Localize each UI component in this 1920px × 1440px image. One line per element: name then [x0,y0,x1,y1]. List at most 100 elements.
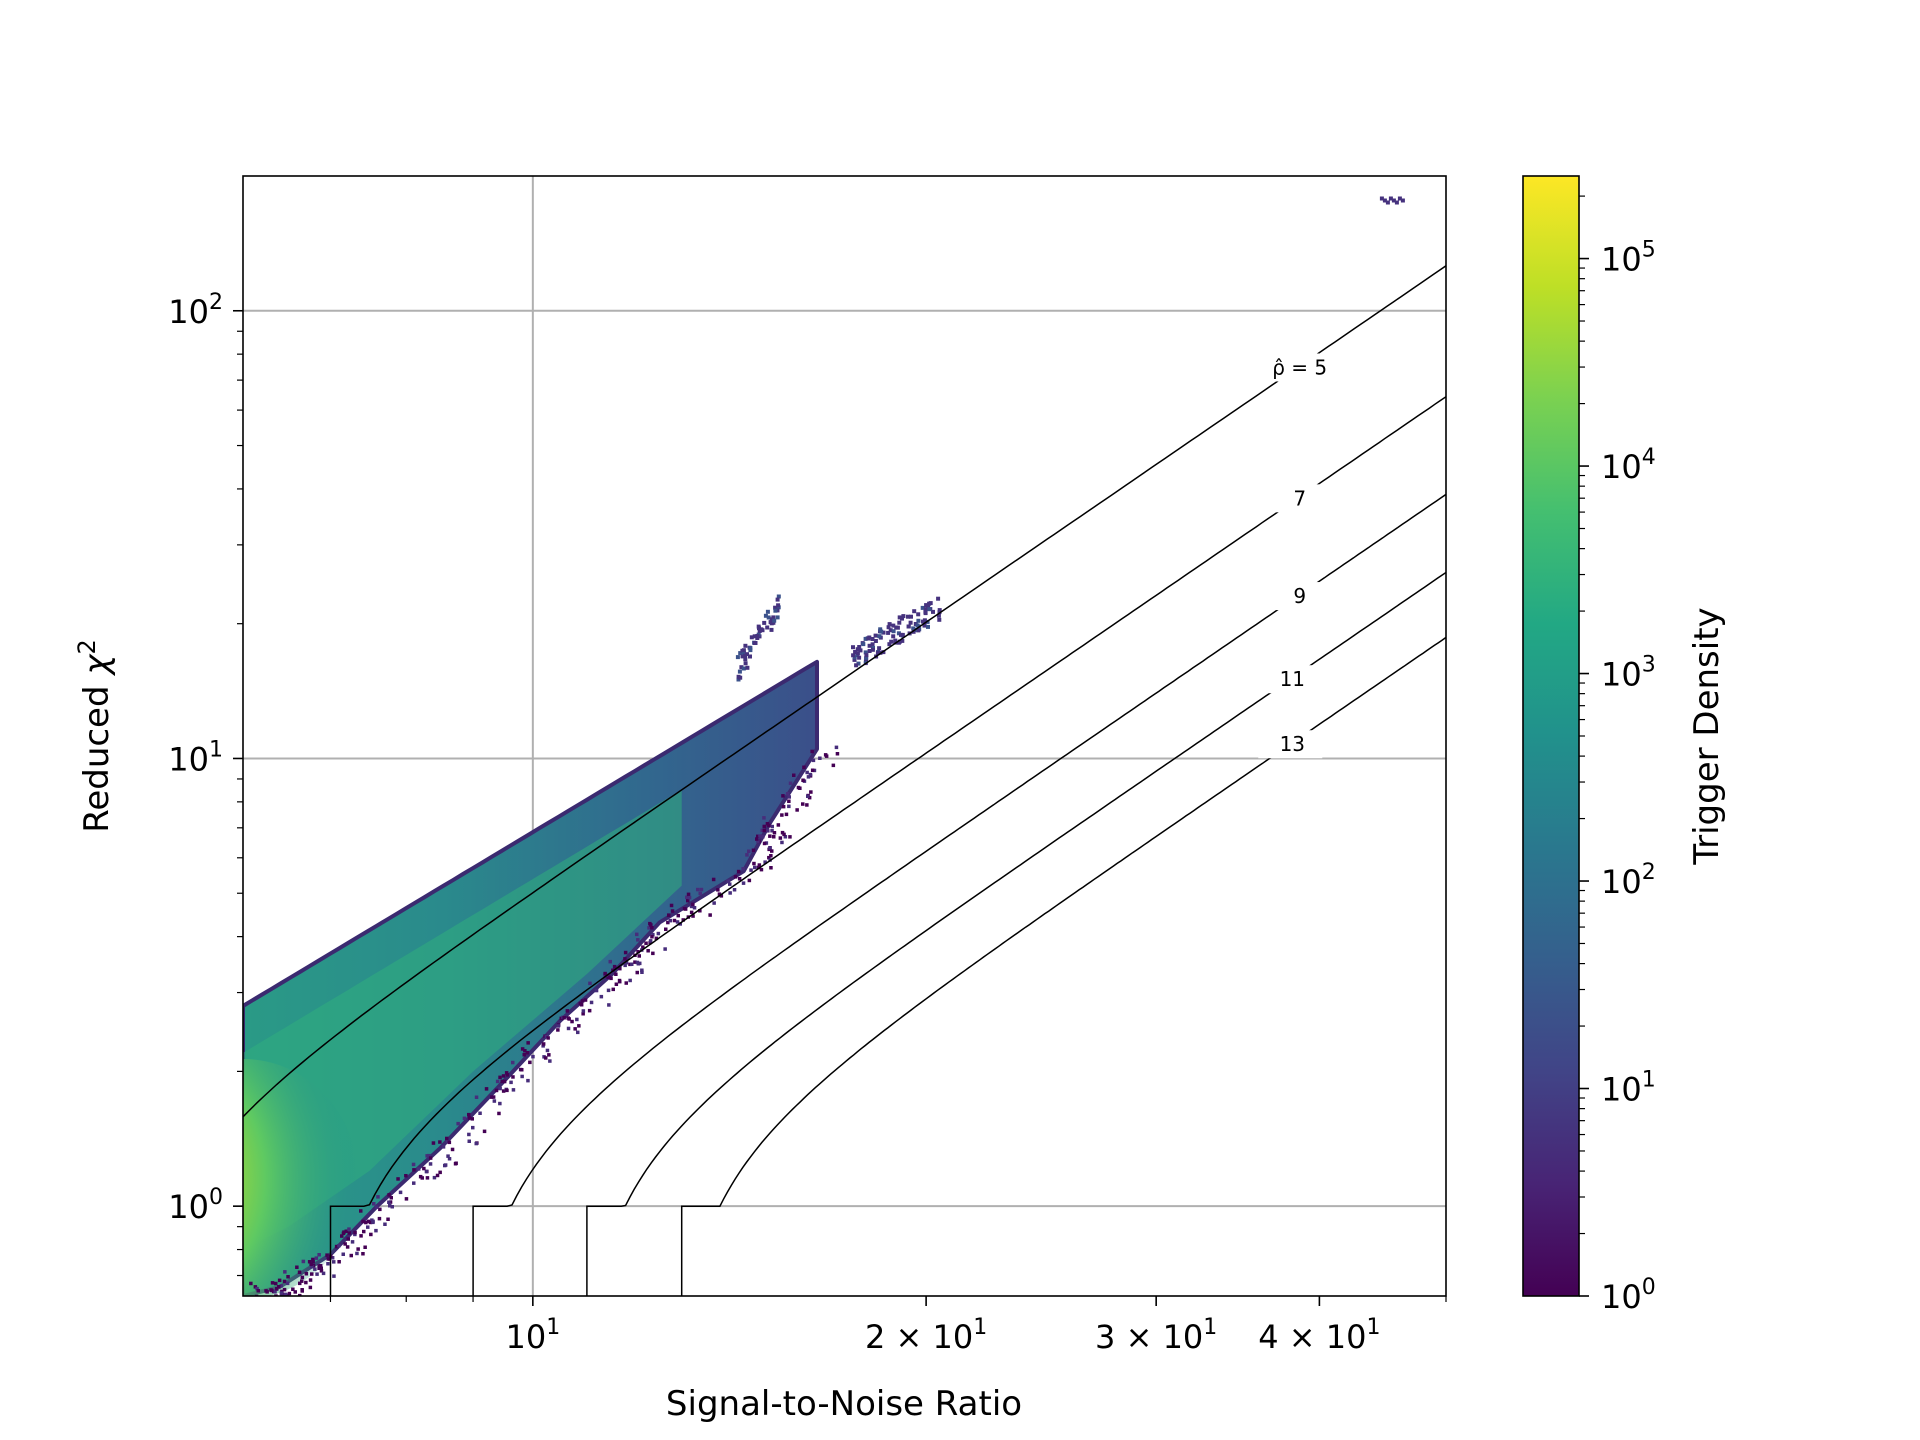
density-hexbin [614,972,618,976]
density-hexbin [317,1264,321,1268]
density-hexbin [478,1111,482,1115]
density-hexbin [664,927,668,931]
contour-label-bg [1258,730,1323,759]
density-hexbin [757,626,761,631]
density-hexbin [509,1080,513,1085]
density-hexbin [787,799,791,803]
density-hexbin [588,981,592,986]
x-tick-label: 2 × 101 [865,1315,987,1356]
density-hexbin [520,1074,524,1079]
density-hexbin [855,651,860,656]
density-hexbin [831,763,836,768]
density-hexbin [896,631,901,636]
y-tick-label: 101 [168,737,223,778]
density-hexbin [761,834,765,839]
density-hexbin [500,1079,504,1084]
density-hexbin [325,1253,329,1257]
density-hexbin [805,803,809,807]
density-hexbin [769,617,774,622]
density-hexbin [308,1285,313,1290]
density-hexbin [447,1140,452,1145]
density-hexbin [467,1116,472,1120]
x-axis-ticks: 101 2 × 101 3 × 101 4 × 101 [329,1296,1447,1356]
colorbar-tick-label: 105 [1601,238,1656,279]
density-hexbin [667,913,671,917]
density-hexbin [369,1232,373,1237]
density-hexbin [307,1260,312,1264]
density-hexbin [313,1267,317,1271]
density-hexbin [285,1281,290,1286]
density-hexbin [863,659,868,664]
density-hexbin [877,634,882,639]
density-hexbin [396,1177,400,1181]
density-hexbin [273,1290,277,1294]
density-hexbin [501,1089,506,1093]
density-hexbin [912,609,917,614]
density-hexbin [474,1095,479,1099]
density-hexbin [857,655,862,660]
density-hexbin [897,620,902,625]
density-hexbin [931,609,935,614]
density-hexbin [438,1170,442,1175]
density-hexbin [494,1088,499,1093]
density-hexbin [630,962,634,966]
x-tick-label: 3 × 101 [1095,1315,1217,1356]
density-hexbin [520,1047,525,1051]
density-hexbin [747,878,752,883]
contour-line [680,636,1446,1296]
density-hexbin [374,1205,379,1209]
density-hexbin [609,976,613,981]
density-hexbin [317,1266,321,1270]
density-hexbin [672,918,677,923]
density-hexbin [683,907,688,911]
density-hexbin [309,1262,313,1266]
density-hexbin [450,1147,455,1152]
density-hexbin [501,1074,506,1078]
density-hexbin [350,1240,355,1244]
density-hexbin [345,1245,350,1249]
density-hexbin [594,988,599,993]
density-hexbin [752,641,757,645]
density-hexbin [635,932,639,937]
density-hexbin [359,1209,363,1213]
density-hexbin [780,813,784,817]
density-hexbin [758,834,762,838]
density-hexbin [583,998,588,1002]
density-hexbin [861,642,866,647]
density-hexbin [857,645,862,649]
density-hexbin [640,970,644,974]
density-hexbin [735,655,740,660]
density-hexbin [901,614,906,619]
density-hexbin [811,758,816,763]
density-hexbin [870,647,875,652]
density-hexbin [283,1292,287,1296]
density-hexbin [249,1281,253,1286]
density-hexbin [853,650,858,654]
density-hexbin [771,620,776,625]
density-hexbin [470,1117,474,1121]
density-hexbin [752,861,756,866]
density-hexbin [647,926,651,930]
density-hexbin [891,629,896,634]
density-hexbin [332,1260,336,1264]
density-hexbin [770,824,774,829]
density-hexbin [748,654,752,659]
density-hexbin [748,646,753,651]
density-hexbin [326,1257,330,1261]
density-hexbin [854,663,859,668]
density-hexbin [756,839,760,844]
density-hexbin [870,637,875,641]
density-hexbin [747,849,751,853]
density-hexbin [776,823,781,827]
density-hexbin [889,639,894,644]
density-hexbin [640,968,644,972]
density-hexbin [773,608,778,613]
density-hexbin [347,1227,351,1231]
density-hexbin [523,1049,527,1053]
density-hexbin [775,597,780,602]
density-hexbin [498,1086,502,1091]
density-hexbin [1394,200,1399,205]
density-hexbin [577,1024,581,1028]
density-hexbin [666,920,670,925]
density-hexbin [738,651,743,656]
